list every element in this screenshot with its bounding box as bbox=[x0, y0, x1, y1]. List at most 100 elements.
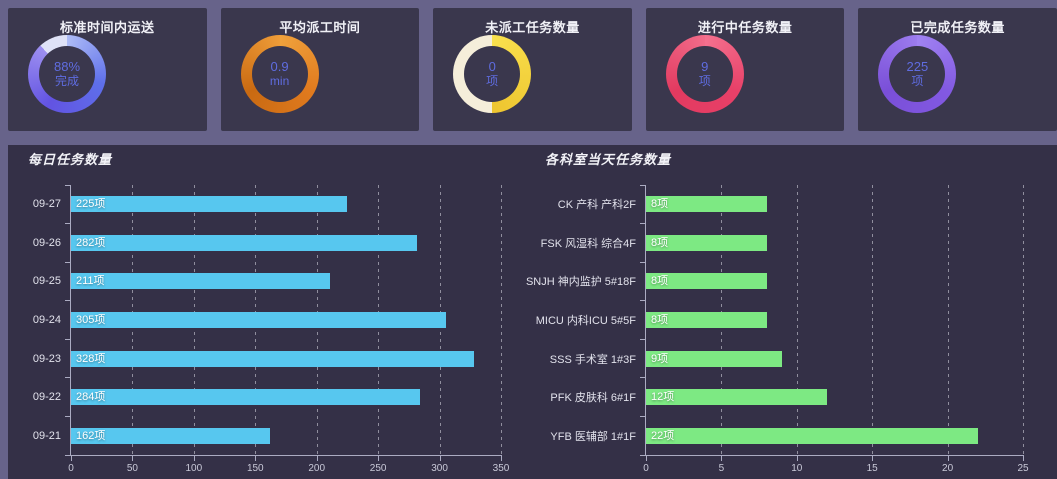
kpi-value: 0.9 bbox=[270, 58, 289, 74]
bar-value-label: 225项 bbox=[76, 198, 106, 211]
bar-track: 282项 bbox=[70, 224, 500, 263]
x-axis-tick-label: 200 bbox=[308, 463, 326, 474]
bar-row: 09-26 282项 bbox=[12, 224, 500, 263]
x-axis-tick bbox=[255, 455, 257, 461]
daily-task-count-chart: 每日任务数量 0 50 100 150 200 250 300 350 09-27 225项 09-… bbox=[12, 152, 524, 479]
y-axis-tick bbox=[65, 300, 71, 302]
bar-track: 225项 bbox=[70, 185, 500, 224]
y-axis-tick bbox=[65, 184, 71, 186]
y-axis-tick bbox=[640, 454, 646, 456]
donut-center-label: 225 项 bbox=[889, 46, 945, 102]
donut-hole bbox=[251, 46, 308, 102]
kpi-card-title: 未派工任务数量 bbox=[485, 20, 580, 35]
y-axis-tick bbox=[65, 261, 71, 263]
bar-row: SSS 手术室 1#3F 9项 bbox=[515, 339, 1022, 378]
bar: 284项 bbox=[71, 389, 420, 406]
bar-row: 09-22 284项 bbox=[12, 378, 500, 417]
x-axis-tick-label: 150 bbox=[246, 463, 264, 474]
kpi-value: 9 bbox=[701, 58, 709, 74]
category-label: YFB 医辅部 1#1F bbox=[550, 430, 636, 443]
x-axis-tick-label: 0 bbox=[643, 463, 649, 474]
bar-row: PFK 皮肤科 6#1F 12项 bbox=[515, 378, 1022, 417]
bar-row: 09-23 328项 bbox=[12, 339, 500, 378]
x-axis-tick bbox=[796, 455, 798, 461]
bar: 9项 bbox=[646, 350, 782, 367]
donut-chart: 9 项 bbox=[665, 35, 744, 113]
bar-track: 305项 bbox=[70, 301, 500, 340]
kpi-unit: 完成 bbox=[54, 73, 79, 88]
kpi-value: 225 bbox=[906, 58, 929, 74]
bar: 8项 bbox=[646, 196, 767, 213]
category-label: MICU 内科ICU 5#5F bbox=[535, 314, 636, 327]
bar-value-label: 8项 bbox=[651, 236, 669, 249]
category-label: 09-26 bbox=[32, 236, 61, 249]
y-axis-tick bbox=[65, 338, 71, 340]
y-axis-tick bbox=[65, 377, 71, 379]
bar-value-label: 305项 bbox=[76, 313, 106, 326]
bar-value-label: 8项 bbox=[651, 198, 669, 211]
kpi-card-undispatched-tasks: 未派工任务数量 0 项 bbox=[433, 8, 632, 131]
donut-chart: 88% 完成 bbox=[28, 35, 106, 113]
donut-hole bbox=[889, 46, 946, 102]
x-axis-tick bbox=[193, 455, 195, 461]
kpi-unit: 项 bbox=[486, 73, 499, 88]
x-axis-tick bbox=[721, 455, 723, 461]
bar: 8项 bbox=[646, 234, 767, 251]
bar-value-label: 211项 bbox=[76, 275, 105, 288]
category-label: FSK 风湿科 综合4F bbox=[540, 237, 636, 250]
donut-center-label: 0 项 bbox=[464, 46, 520, 102]
x-axis-tick-label: 10 bbox=[791, 463, 803, 474]
department-task-count-chart: 各科室当天任务数量 0 5 10 15 20 25 CK 产科 产科2F 8项 FSK 风湿科 … bbox=[515, 152, 1046, 479]
donut-hole bbox=[676, 46, 733, 102]
bar-row: 09-27 225项 bbox=[12, 185, 500, 224]
bar-value-label: 8项 bbox=[651, 313, 669, 326]
bar: 8项 bbox=[646, 273, 767, 290]
gridline bbox=[1023, 185, 1024, 455]
y-axis-tick bbox=[640, 261, 646, 263]
bar-track: 12项 bbox=[645, 378, 1022, 417]
x-axis-tick-label: 25 bbox=[1017, 463, 1029, 474]
x-axis-tick-label: 100 bbox=[185, 463, 203, 474]
y-axis-tick bbox=[640, 377, 646, 379]
x-axis-tick bbox=[316, 455, 318, 461]
gridline bbox=[501, 185, 502, 455]
x-axis-tick bbox=[947, 455, 949, 461]
x-axis-tick-label: 15 bbox=[866, 463, 878, 474]
y-axis-tick bbox=[640, 223, 646, 225]
bar-track: 8项 bbox=[645, 262, 1022, 301]
y-axis-tick bbox=[65, 223, 71, 225]
gridline bbox=[872, 185, 874, 455]
kpi-card-title: 平均派工时间 bbox=[279, 20, 361, 35]
bar-value-label: 328项 bbox=[76, 352, 106, 365]
donut-center-label: 9 项 bbox=[677, 46, 733, 102]
donut-hole bbox=[39, 46, 95, 102]
donut-center-label: 88% 完成 bbox=[39, 46, 95, 102]
x-axis-tick-label: 20 bbox=[942, 463, 954, 474]
kpi-unit: min bbox=[269, 73, 290, 88]
donut-center-label: 0.9 min bbox=[252, 46, 308, 102]
donut-chart: 225 项 bbox=[878, 35, 957, 113]
x-axis-tick-label: 350 bbox=[492, 463, 510, 474]
category-label: 09-25 bbox=[32, 275, 61, 288]
bar: 282项 bbox=[71, 234, 418, 251]
category-label: 09-21 bbox=[32, 429, 61, 442]
chart-plot-area: 0 5 10 15 20 25 CK 产科 产科2F 8项 FSK 风湿科 综合4F 8项 SNJH… bbox=[515, 184, 1046, 479]
donut-chart: 0 项 bbox=[453, 35, 532, 113]
bar-value-label: 12项 bbox=[651, 391, 675, 404]
bar-value-label: 162项 bbox=[76, 429, 106, 442]
bar-value-label: 284项 bbox=[76, 391, 106, 404]
bar: 225项 bbox=[71, 196, 348, 213]
y-axis-tick bbox=[640, 415, 646, 417]
category-label: SSS 手术室 1#3F bbox=[549, 353, 636, 366]
x-axis-tick-label: 250 bbox=[369, 463, 387, 474]
bar-row: 09-24 305项 bbox=[12, 301, 500, 340]
y-axis-tick bbox=[65, 454, 71, 456]
y-axis-tick bbox=[640, 184, 646, 186]
category-label: SNJH 神内监护 5#18F bbox=[525, 276, 636, 289]
donut-chart: 0.9 min bbox=[240, 35, 319, 113]
x-axis-tick bbox=[501, 455, 502, 461]
category-label: 09-22 bbox=[32, 391, 61, 404]
bar-value-label: 8项 bbox=[651, 275, 669, 288]
x-axis-tick bbox=[872, 455, 874, 461]
bar-track: 162项 bbox=[70, 416, 500, 455]
